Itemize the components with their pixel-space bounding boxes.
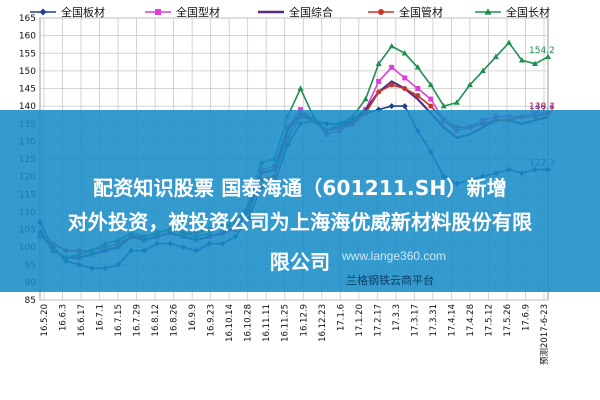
x-tick-label: 16.10.14 xyxy=(225,304,235,342)
overlay-headline-line-3: 限公司 xyxy=(269,250,331,274)
data-point xyxy=(531,60,538,67)
data-point xyxy=(362,95,369,102)
overlay-headline-line-2: 对外投资，被投资公司为上海海优威新材料股份有限 xyxy=(67,210,533,234)
data-point xyxy=(389,64,395,70)
x-tick-label: 17.2.17 xyxy=(373,304,383,336)
x-tick-label: 预测2017-6-23 xyxy=(539,304,550,365)
watermark-url: www.lange360.com xyxy=(342,249,447,263)
x-tick-label: 16.7.15 xyxy=(114,304,124,336)
data-point xyxy=(389,82,395,88)
overlay-headline-line-1: 配资知识股票 国泰海通（601211.SH）新增 xyxy=(93,176,507,200)
x-tick-label: 17.4.28 xyxy=(466,304,476,336)
legend-item: 全国管材 xyxy=(368,5,443,19)
data-point xyxy=(402,75,408,81)
news-overlay-band xyxy=(0,110,600,292)
x-tick-label: 17.4.14 xyxy=(447,304,457,336)
end-value-label: 138.3 xyxy=(529,102,555,112)
legend-marker xyxy=(39,8,47,16)
data-point xyxy=(479,67,486,74)
y-tick-label: 140 xyxy=(19,102,36,112)
legend-marker xyxy=(155,9,161,15)
data-point xyxy=(428,103,434,109)
data-point xyxy=(401,103,408,110)
legend-item: 全国长材 xyxy=(475,5,550,19)
data-point xyxy=(401,50,408,56)
data-point xyxy=(492,53,499,59)
data-point xyxy=(415,93,421,99)
legend-item: 全国板材 xyxy=(30,5,105,19)
x-tick-label: 16.8.26 xyxy=(170,304,180,336)
watermark-brand: 兰格钢铁云商平台 xyxy=(346,274,434,287)
data-point xyxy=(415,86,421,91)
data-point xyxy=(545,53,551,59)
data-point xyxy=(297,85,304,91)
y-tick-label: 85 xyxy=(25,296,36,306)
x-tick-label: 17.5.26 xyxy=(503,304,513,336)
data-point xyxy=(505,39,512,45)
data-point xyxy=(453,99,460,105)
data-point xyxy=(388,103,395,110)
y-tick-label: 155 xyxy=(19,49,36,59)
data-point xyxy=(298,107,304,113)
data-point xyxy=(402,86,408,91)
legend-label: 全国管材 xyxy=(399,5,443,19)
x-tick-label: 16.12.23 xyxy=(318,304,328,342)
legend-item: 全国型材 xyxy=(145,5,220,19)
x-tick-label: 16.10.28 xyxy=(244,304,254,342)
data-point xyxy=(440,102,447,109)
x-tick-label: 16.7.29 xyxy=(133,304,143,336)
x-tick-label: 17.5.12 xyxy=(484,304,494,336)
end-value-label: 154.2 xyxy=(529,46,555,56)
x-tick-label: 16.6.3 xyxy=(59,304,69,331)
y-tick-label: 165 xyxy=(19,14,36,24)
data-point xyxy=(375,60,382,67)
y-tick-label: 150 xyxy=(19,67,36,77)
y-tick-label: 160 xyxy=(19,32,36,42)
data-point xyxy=(376,78,382,84)
x-tick-label: 16.12.9 xyxy=(299,304,309,336)
x-tick-label: 16.5.20 xyxy=(40,304,50,336)
x-tick-label: 17.3.3 xyxy=(392,304,402,331)
data-point xyxy=(376,89,382,95)
x-tick-label: 16.6.17 xyxy=(77,304,87,336)
legend-label: 全国长材 xyxy=(506,5,550,19)
data-point xyxy=(388,43,395,49)
x-tick-label: 17.1.20 xyxy=(355,304,365,336)
y-tick-label: 145 xyxy=(19,85,36,95)
end-value-label: 140.4 xyxy=(529,102,555,112)
x-tick-label: 16.11.11 xyxy=(262,304,272,342)
data-point xyxy=(466,81,473,88)
x-tick-label: 16.8.12 xyxy=(151,304,161,336)
x-tick-label: 17.3.17 xyxy=(410,304,420,336)
x-tick-label: 16.11.25 xyxy=(281,304,291,342)
data-point xyxy=(428,96,434,102)
data-point xyxy=(518,57,525,63)
legend-label: 全国板材 xyxy=(61,5,105,19)
legend-label: 全国综合 xyxy=(289,5,333,19)
data-point xyxy=(414,64,421,70)
legend-label: 全国型材 xyxy=(176,5,220,19)
x-tick-label: 17.6.9 xyxy=(521,304,531,331)
data-point xyxy=(427,81,434,88)
legend-item: 全国综合 xyxy=(258,5,333,19)
legend-marker xyxy=(378,9,384,15)
legend-marker xyxy=(484,8,492,15)
x-tick-label: 17.3.31 xyxy=(429,304,439,336)
x-tick-label: 17.1.6 xyxy=(336,304,346,331)
x-tick-label: 16.9.9 xyxy=(188,304,198,331)
x-tick-label: 16.9.23 xyxy=(207,304,217,336)
x-tick-label: 16.7.1 xyxy=(96,304,106,331)
